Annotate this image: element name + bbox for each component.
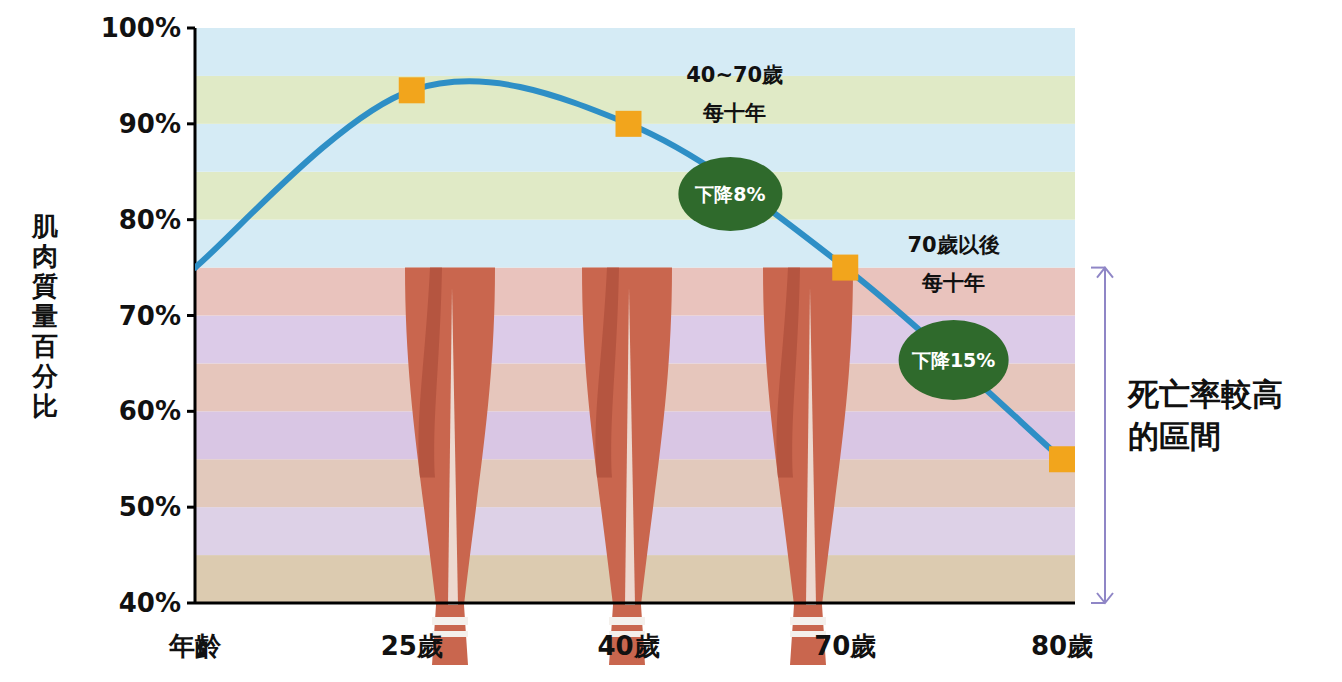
chart: 40% 50% 60% 70% 80% 90% 100% 年齡 25歲 40歲 70歲 80歲 肌肉質量… xyxy=(0,0,1342,682)
leg-muscle xyxy=(777,268,800,478)
axes: 40% 50% 60% 70% 80% 90% 100% 年齡 25歲 40歲 70歲 80歲 xyxy=(101,13,1093,661)
x-tick-label: 40歲 xyxy=(597,631,659,661)
point xyxy=(1049,446,1075,472)
leg-band xyxy=(432,617,468,625)
y-axis-title-char: 分 xyxy=(31,361,59,391)
plot-area xyxy=(195,77,1075,472)
bracket-arrow xyxy=(1097,268,1113,278)
y-axis-title-char: 質 xyxy=(31,271,58,301)
annotation: 下降8% xyxy=(694,183,765,205)
y-tick xyxy=(187,506,195,509)
leg-shape xyxy=(405,268,495,665)
point xyxy=(399,77,425,103)
annotation: 40~70歲 xyxy=(686,63,783,87)
x-axis-line xyxy=(195,602,1075,605)
y-tick xyxy=(187,218,195,221)
y-tick-label: 90% xyxy=(119,109,181,139)
y-axis-title: 肌肉質量百分比 xyxy=(31,211,59,421)
y-axis-title-char: 比 xyxy=(32,391,58,421)
leg-muscle xyxy=(419,268,442,478)
y-tick-label: 40% xyxy=(119,588,181,618)
annotation-bubble xyxy=(678,157,782,231)
leg-tendon xyxy=(448,288,458,605)
y-tick-label: 70% xyxy=(119,301,181,331)
leg xyxy=(582,268,672,665)
leg-band xyxy=(609,617,645,625)
y-tick-label: 50% xyxy=(119,492,181,522)
y-axis-title-char: 量 xyxy=(31,301,58,331)
point xyxy=(616,111,642,137)
annotation: 死亡率較高 xyxy=(1127,376,1283,412)
x-tick-label: 80歲 xyxy=(1031,631,1093,661)
y-tick-label: 60% xyxy=(119,396,181,426)
band xyxy=(195,28,1075,76)
leg-shape xyxy=(763,268,853,665)
bracket-arrow xyxy=(1097,593,1113,603)
x-tick-label: 25歲 xyxy=(381,631,443,661)
line xyxy=(195,81,1062,459)
y-axis-title-char: 百 xyxy=(31,331,58,361)
bracket-tick xyxy=(1091,602,1105,604)
y-tick xyxy=(187,122,195,125)
bracket-tick xyxy=(1091,267,1105,269)
annotation: 每十年 xyxy=(921,271,985,295)
point xyxy=(195,265,198,271)
y-tick xyxy=(187,27,195,30)
band xyxy=(195,172,1075,220)
leg-shape xyxy=(582,268,672,665)
bracket-line xyxy=(1104,268,1106,603)
leg-muscle xyxy=(596,268,619,478)
annotation: 的區間 xyxy=(1128,418,1221,454)
y-tick xyxy=(187,602,195,605)
y-tick xyxy=(187,314,195,317)
y-tick xyxy=(187,410,195,413)
leg-tendon xyxy=(806,288,816,605)
range-bracket xyxy=(1091,268,1113,603)
leg-illustrations xyxy=(405,268,853,665)
leg xyxy=(763,268,853,665)
annotation: 下降15% xyxy=(911,349,995,371)
y-axis-title-char: 肌 xyxy=(31,211,58,241)
annotation: 每十年 xyxy=(702,101,766,125)
band xyxy=(195,220,1075,268)
annotations: 40~70歲每十年下降8%70歲以後每十年下降15%死亡率較高的區間 xyxy=(678,63,1283,454)
y-axis-title-char: 肉 xyxy=(32,241,58,271)
annotation-bubble xyxy=(899,320,1009,400)
point xyxy=(832,255,858,281)
y-tick-label: 100% xyxy=(101,13,181,43)
leg xyxy=(405,268,495,665)
y-tick-label: 80% xyxy=(119,205,181,235)
annotation: 70歲以後 xyxy=(908,233,1000,257)
x-tick-label: 70歲 xyxy=(814,631,876,661)
leg-tendon xyxy=(625,288,635,605)
leg-band xyxy=(790,617,826,625)
x-tick-label: 年齡 xyxy=(168,631,222,661)
